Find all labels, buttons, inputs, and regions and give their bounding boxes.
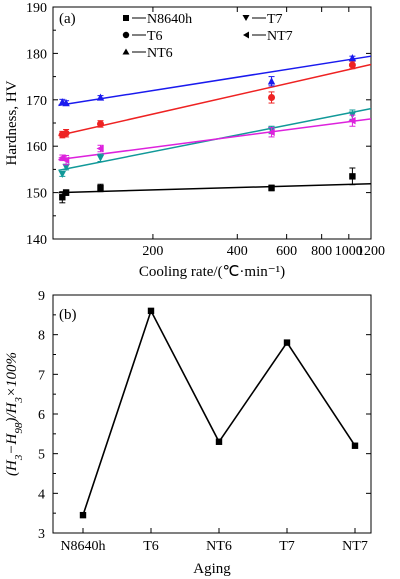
legend-item-nt6: NT6 [122, 46, 173, 61]
panel-b-y-axis-title-part: 3 [13, 454, 25, 461]
panel-b-point-n8640h [79, 511, 87, 519]
data-point-nt6 [267, 77, 276, 85]
panel-a-x-tick-label-1000: 1000 [335, 244, 363, 259]
data-point-nt7 [62, 156, 70, 164]
panel-a-y-tick-label-180: 180 [26, 47, 47, 62]
panel-b-x-tick-label-t6: T6 [143, 539, 159, 554]
panel-b-x-axis-title: Aging [193, 561, 231, 577]
panel-b-y-tick-label-4: 4 [38, 487, 45, 502]
panel-a-fit-lines [58, 55, 372, 194]
legend-label-nt6: NT6 [147, 46, 173, 61]
data-point-t7 [96, 154, 105, 162]
panel-b-y-axis-title-part: ×100% [4, 352, 20, 397]
panel-a-hardness-chart: (a) N8640h T6 NT6 T7 [4, 1, 385, 280]
panel-a-y-tick-label-150: 150 [26, 187, 47, 202]
data-point-t7 [58, 170, 67, 179]
panel-b-point-nt6 [215, 438, 223, 445]
legend-marker-nt6 [122, 48, 130, 55]
panel-b-label: (b) [59, 307, 77, 323]
panel-b-y-tick-label-9: 9 [38, 289, 45, 304]
panel-b-point-nt7 [351, 442, 359, 449]
panel-b-x-tick-label-n8640h: N8640h [60, 539, 105, 554]
data-point-t6 [96, 120, 104, 128]
panel-b-y-tick-label-7: 7 [38, 368, 45, 383]
panel-b-axes: 3 4 5 6 7 8 9 N8640h T6 NT6 T7 NT7 [38, 289, 371, 554]
legend-marker-t6 [122, 31, 130, 39]
data-point-n8640h [349, 173, 356, 180]
legend-label-n8640h: N8640h [147, 12, 192, 27]
panel-a-y-tick-label-170: 170 [26, 94, 47, 109]
panel-b-y-axis-title: (H3−H98)/H3×100% [4, 352, 25, 476]
panel-a-legend: N8640h T6 NT6 T7 NT7 [122, 12, 293, 61]
panel-b-y-axis-title-part: (H [4, 459, 20, 476]
panel-b-y-axis-title-part: −H [4, 433, 20, 455]
data-point-nt7 [348, 116, 356, 125]
legend-item-t7: T7 [242, 12, 283, 27]
legend-item-n8640h: N8640h [123, 12, 192, 27]
panel-b-y-tick-label-3: 3 [38, 527, 45, 542]
panel-b-x-tick-label-t7: T7 [279, 539, 295, 554]
data-point-t6 [348, 61, 356, 69]
panel-b-series-line [82, 308, 356, 516]
panel-b-y-axis-title-part: 3 [13, 397, 25, 404]
legend-marker-n8640h [123, 15, 129, 21]
panel-a-y-tick-label-190: 190 [26, 1, 47, 16]
legend-label-t6: T6 [147, 29, 163, 44]
legend-item-t6: T6 [122, 29, 163, 44]
data-point-nt6 [62, 99, 70, 107]
panel-a-x-tick-label-1200: 1200 [357, 244, 385, 259]
panel-a-x-tick-label-400: 400 [227, 244, 248, 259]
data-point-t6 [268, 93, 276, 101]
panel-b-series [79, 307, 359, 519]
panel-a-y-tick-label-160: 160 [26, 140, 47, 155]
panel-a-data-points [58, 54, 357, 204]
data-point-t7 [62, 163, 70, 172]
panel-b-x-tick-label-nt7: NT7 [342, 539, 368, 554]
data-point-n8640h [59, 194, 66, 201]
data-point-nt6 [348, 54, 357, 62]
panel-a-x-tick-label-600: 600 [276, 244, 297, 259]
panel-b-y-tick-label-8: 8 [38, 329, 45, 344]
legend-marker-nt7 [243, 31, 249, 39]
panel-a-x-axis-title: Cooling rate/(℃·min⁻¹) [139, 264, 285, 280]
data-point-t6 [62, 129, 70, 137]
data-point-n8640h [97, 184, 104, 192]
data-point-nt6 [96, 93, 105, 101]
data-point-n8640h [62, 189, 70, 196]
legend-marker-t7 [242, 15, 250, 21]
panel-b-y-axis-title-part: 98 [13, 422, 25, 434]
panel-b-point-t7 [283, 339, 291, 346]
data-point-nt7 [96, 144, 104, 153]
panel-a-x-tick-label-200: 200 [142, 244, 163, 259]
legend-label-t7: T7 [267, 12, 283, 27]
data-point-nt7 [267, 128, 275, 136]
fit-line-n8640h [58, 183, 372, 194]
fit-line-t6 [58, 63, 372, 137]
panel-a-y-tick-label-140: 140 [26, 233, 47, 248]
fit-line-nt7 [58, 118, 372, 161]
legend-item-nt7: NT7 [243, 29, 293, 44]
panel-b-point-t6 [147, 307, 155, 315]
data-point-n8640h [268, 184, 275, 192]
panel-b-y-axis-title-part: )/H [4, 402, 20, 424]
legend-label-nt7: NT7 [267, 29, 293, 44]
panel-b-x-tick-label-nt6: NT6 [206, 539, 232, 554]
panel-b-y-tick-label-5: 5 [38, 448, 45, 463]
fit-line-nt6 [58, 55, 372, 107]
panel-b-y-tick-label-6: 6 [38, 408, 45, 423]
panel-a-label: (a) [59, 11, 76, 27]
panel-a-y-axis-title: Hardness, HV [4, 80, 20, 165]
panel-b-plot-frame [52, 294, 372, 534]
panel-a-x-tick-label-800: 800 [311, 244, 332, 259]
